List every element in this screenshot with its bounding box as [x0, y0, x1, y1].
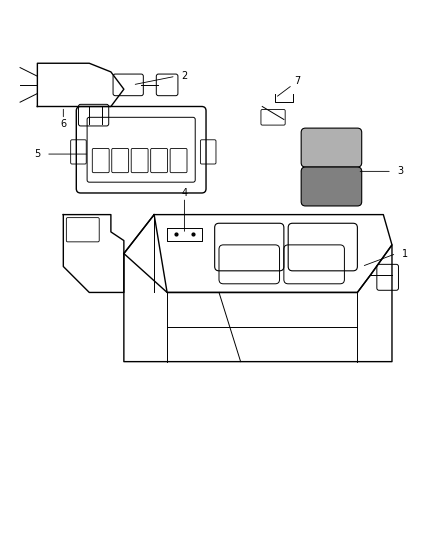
Text: 2: 2: [181, 71, 187, 81]
Text: 6: 6: [60, 119, 67, 129]
FancyBboxPatch shape: [301, 167, 362, 206]
Text: 3: 3: [398, 166, 404, 176]
Text: 4: 4: [181, 188, 187, 198]
Text: 5: 5: [34, 149, 40, 159]
Text: 7: 7: [294, 76, 300, 86]
Text: 1: 1: [402, 248, 408, 259]
FancyBboxPatch shape: [301, 128, 362, 167]
